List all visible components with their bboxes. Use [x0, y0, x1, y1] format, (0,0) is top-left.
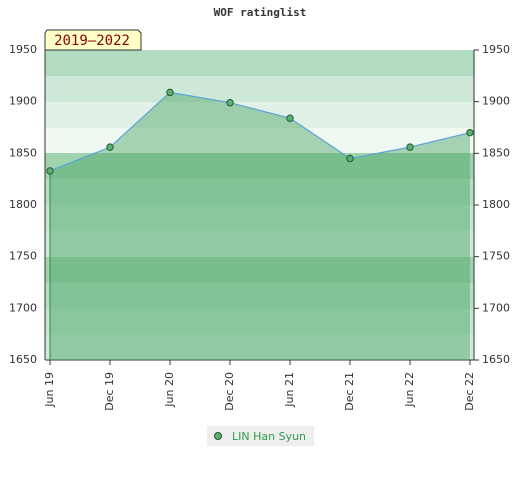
y-tick-label: 1800	[9, 198, 37, 211]
annotation: 2019–2022	[44, 29, 142, 51]
x-tick-label: Jun 21	[283, 372, 296, 408]
point	[406, 143, 414, 151]
y2-tick-label: 1850	[482, 146, 510, 159]
x-tick-label: Jun 22	[403, 372, 416, 408]
x-tick-label: Dec 19	[103, 372, 116, 411]
y-tick-label: 1650	[9, 353, 37, 366]
x-tick-label: Jun 19	[43, 372, 56, 408]
x-tick-label: Dec 20	[223, 372, 236, 411]
legend-box[interactable]	[207, 426, 314, 446]
y-tick-label: 1750	[9, 250, 37, 263]
legend-marker[interactable]	[214, 432, 222, 440]
annotation-text: 2019–2022	[54, 33, 130, 49]
y2-tick-label: 1650	[482, 353, 510, 366]
y2-tick-label: 1950	[482, 43, 510, 56]
line	[49, 91, 471, 172]
y-tick-label: 1700	[9, 301, 37, 314]
legend-label[interactable]: LIN Han Syun	[232, 430, 306, 443]
y2-tick-label: 1800	[482, 198, 510, 211]
plot-background	[45, 50, 474, 360]
point	[286, 114, 294, 122]
point	[46, 167, 54, 175]
y-tick-label: 1850	[9, 146, 37, 159]
point	[106, 143, 114, 151]
y2-tick-label: 1700	[482, 301, 510, 314]
legend[interactable]: LIN Han Syun	[207, 426, 314, 446]
y2-tick-label: 1900	[482, 95, 510, 108]
annotation-box	[44, 29, 142, 51]
point	[466, 128, 474, 137]
area	[50, 92, 470, 360]
x-tick-label: Jun 20	[163, 372, 176, 408]
x-tick-label: Dec 21	[343, 372, 356, 411]
x-tick-label: Dec 22	[463, 372, 476, 411]
point	[226, 99, 234, 107]
point	[166, 88, 174, 97]
point	[346, 154, 354, 163]
y-tick-label: 1950	[9, 43, 37, 56]
chart-title: WOF ratinglist	[214, 6, 307, 19]
y2-tick-label: 1750	[482, 250, 510, 263]
y-tick-label: 1900	[9, 95, 37, 108]
